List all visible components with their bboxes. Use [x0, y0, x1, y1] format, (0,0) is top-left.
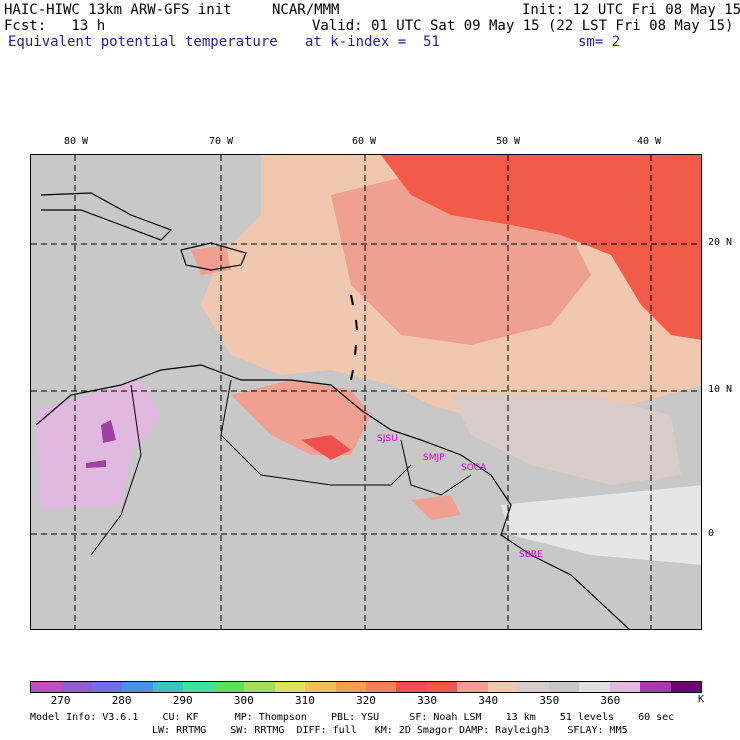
- colombia-border: [90, 384, 142, 556]
- colorbar-swatch: [487, 682, 519, 692]
- lesser-antilles: [350, 294, 358, 381]
- guianas-border: [400, 439, 472, 496]
- colorbar-swatch: [396, 682, 427, 692]
- lat-lon-grid: [31, 155, 701, 629]
- theta-e-map: SJSU SMJP SOCA SBBE: [30, 154, 702, 630]
- colorbar-swatch: [609, 682, 641, 692]
- colorbar-unit: K: [698, 694, 705, 705]
- model-title: HAIC-HIWC 13km ARW-GFS init: [4, 2, 232, 18]
- colorbar-swatch: [457, 682, 488, 692]
- cuba-coastline: [40, 192, 173, 241]
- theta-e-hotspot: [301, 435, 351, 460]
- field-name: Equivalent potential temperature: [8, 34, 278, 50]
- theta-e-330-region: [381, 155, 701, 340]
- map-svg: SJSU SMJP SOCA SBBE: [31, 155, 701, 629]
- colorbar-swatch: [518, 682, 549, 692]
- level-label: at k-index = 51: [305, 34, 440, 50]
- colorbar-tick-label: 320: [356, 694, 376, 707]
- colorbar-tick-label: 310: [294, 694, 315, 707]
- colorbar-tick-label: 300: [233, 694, 254, 707]
- theta-e-365-patch-2: [86, 460, 106, 468]
- colorbar-swatch: [365, 682, 397, 692]
- colorbar-swatch: [91, 682, 123, 692]
- colorbar-swatch: [61, 682, 92, 692]
- lon-label-40w: 40 W: [637, 136, 662, 147]
- station-sbbe: SBBE: [519, 550, 543, 560]
- lat-label-20n: 20 N: [708, 237, 733, 248]
- colorbar-tick-label: 350: [539, 694, 560, 707]
- init-time: Init: 12 UTC Fri 08 May 15: [522, 2, 740, 18]
- colorbar-swatch: [152, 682, 184, 692]
- colorbar-swatch: [122, 682, 153, 692]
- colorbar-swatch: [305, 682, 336, 692]
- lat-label-10n: 10 N: [708, 384, 733, 395]
- hispaniola-coastline: [180, 242, 247, 271]
- lon-label-70w: 70 W: [209, 136, 234, 147]
- organization-label: NCAR/MMM: [272, 2, 340, 18]
- colorbar-tick-label: 280: [111, 694, 132, 707]
- colorbar-tick-label: 360: [600, 694, 621, 707]
- colorbar-tick-label: 330: [417, 694, 438, 707]
- colorbar-swatch: [335, 682, 366, 692]
- footer-line-1: Model Info: V3.6.1 CU: KF MP: Thompson P…: [30, 712, 675, 723]
- colorbar-swatch: [274, 682, 306, 692]
- colorbar-swatch: [670, 682, 701, 692]
- valid-time: Valid: 01 UTC Sat 09 May 15 (22 LST Fri …: [312, 18, 734, 34]
- south-america-coastline: [35, 364, 630, 629]
- station-smjp: SMJP: [423, 453, 445, 463]
- footer-line-2: LW: RRTMG SW: RRTMG DIFF: full KM: 2D Sm…: [152, 725, 628, 736]
- theta-e-360-region: [36, 380, 161, 510]
- smoothing-label: sm= 2: [578, 34, 621, 50]
- colorbar-swatch: [640, 682, 671, 692]
- lon-label-50w: 50 W: [496, 136, 521, 147]
- lat-label-0: 0: [708, 528, 715, 539]
- colorbar-swatch: [548, 682, 580, 692]
- colorbar-swatch: [426, 682, 458, 692]
- colorbar-swatch: [31, 682, 62, 692]
- lon-label-80w: 80 W: [64, 136, 89, 147]
- station-sjsu: SJSU: [377, 434, 398, 444]
- theta-e-365-patch: [101, 420, 116, 443]
- theta-e-guiana-patch: [411, 495, 461, 520]
- station-soca: SOCA: [461, 463, 487, 473]
- venezuela-border: [220, 379, 412, 486]
- theta-e-venezuela-region: [231, 380, 371, 455]
- colorbar-swatch: [183, 682, 214, 692]
- colorbar-swatch: [213, 682, 245, 692]
- colorbar-tick-label: 290: [172, 694, 193, 707]
- colorbar-swatch: [579, 682, 610, 692]
- lon-label-60w: 60 W: [352, 136, 377, 147]
- colorbar: [30, 681, 702, 693]
- colorbar-tick-label: 340: [478, 694, 499, 707]
- colorbar-swatch: [244, 682, 275, 692]
- forecast-hour: Fcst: 13 h: [4, 18, 106, 34]
- colorbar-tick-label: 270: [50, 694, 71, 707]
